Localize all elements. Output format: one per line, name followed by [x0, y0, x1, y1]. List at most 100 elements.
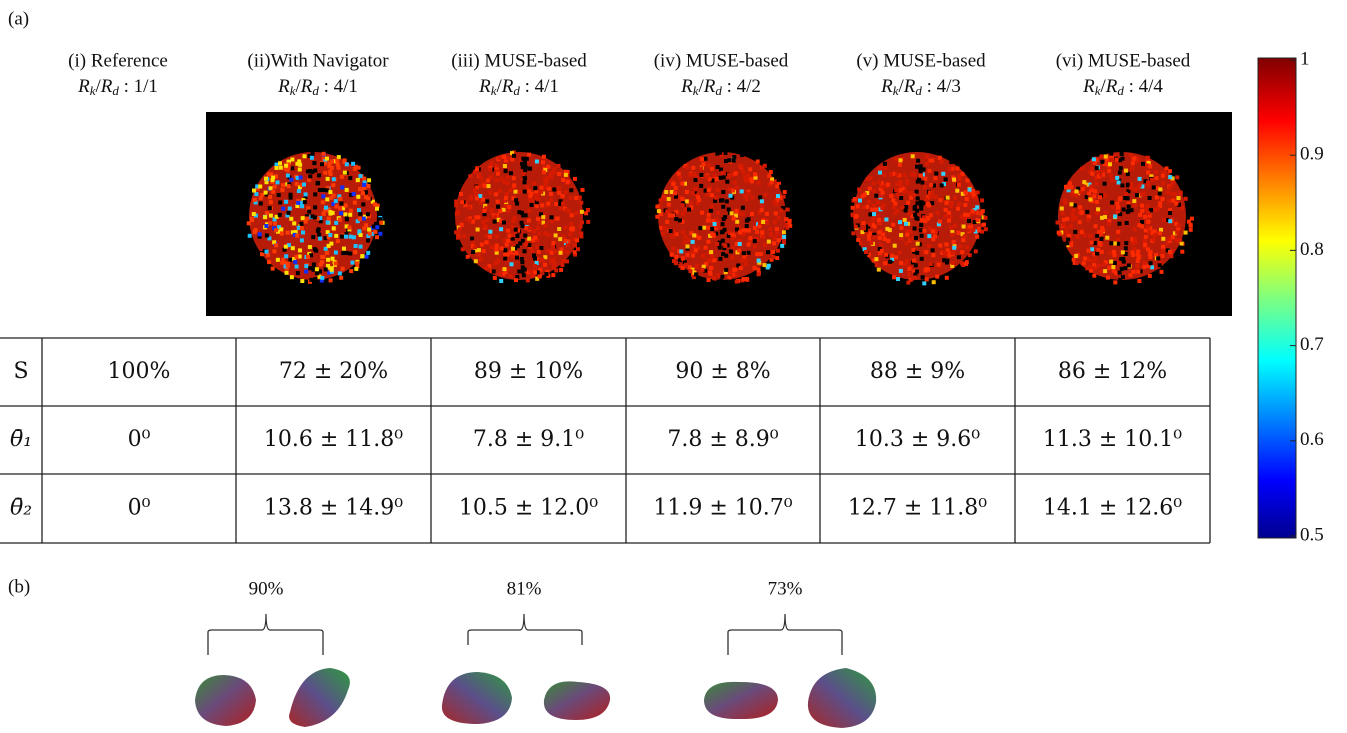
voxel — [905, 179, 909, 183]
voxel — [984, 227, 988, 231]
voxel — [517, 270, 521, 274]
voxel — [1088, 265, 1092, 269]
voxel — [292, 221, 296, 225]
voxel — [575, 238, 579, 242]
voxel — [884, 218, 888, 222]
voxel — [709, 266, 713, 270]
panel-label: (b) — [8, 576, 30, 597]
voxel — [523, 180, 527, 184]
voxel — [874, 194, 878, 198]
voxel — [1107, 169, 1111, 173]
voxel — [349, 209, 353, 213]
voxel — [481, 220, 485, 224]
voxel — [268, 221, 272, 225]
voxel — [353, 167, 357, 171]
voxel — [936, 211, 940, 215]
voxel — [343, 212, 347, 216]
voxel — [930, 190, 934, 194]
voxel — [459, 192, 463, 196]
voxel — [757, 259, 761, 263]
voxel — [1152, 186, 1156, 190]
voxel — [933, 234, 937, 238]
voxel — [1099, 173, 1103, 177]
voxel — [358, 217, 362, 221]
table-cell: 0⁰ — [128, 496, 151, 521]
voxel — [940, 160, 944, 164]
voxel — [313, 192, 317, 196]
voxel — [1168, 211, 1172, 215]
voxel — [538, 275, 542, 279]
voxel — [905, 229, 909, 233]
voxel — [691, 191, 695, 195]
voxel — [505, 192, 509, 196]
voxel — [546, 249, 550, 253]
voxel — [259, 202, 263, 206]
voxel — [713, 222, 717, 226]
voxel — [662, 226, 666, 230]
voxel — [664, 190, 668, 194]
voxel — [878, 230, 882, 234]
voxel — [894, 255, 898, 259]
voxel — [286, 264, 290, 268]
voxel — [1160, 270, 1164, 274]
voxel — [1073, 230, 1077, 234]
voxel — [344, 235, 348, 239]
voxel — [976, 190, 980, 194]
voxel — [968, 188, 972, 192]
voxel — [775, 256, 779, 260]
voxel — [543, 263, 547, 267]
voxel — [743, 228, 747, 232]
voxel — [1126, 172, 1130, 176]
voxel — [687, 208, 691, 212]
voxel — [512, 176, 516, 180]
voxel — [1148, 165, 1152, 169]
voxel — [306, 255, 310, 259]
voxel — [980, 230, 984, 234]
voxel — [379, 221, 383, 225]
voxel — [782, 195, 786, 199]
voxel — [715, 242, 719, 246]
voxel — [786, 208, 790, 212]
voxel — [1107, 222, 1111, 226]
voxel — [337, 155, 341, 159]
voxel — [532, 229, 536, 233]
voxel — [775, 232, 779, 236]
voxel — [735, 273, 739, 277]
voxel — [956, 207, 960, 211]
voxel — [535, 245, 539, 249]
voxel — [574, 196, 578, 200]
voxel — [727, 173, 731, 177]
voxel — [707, 278, 711, 282]
voxel — [895, 209, 899, 213]
voxel — [710, 255, 714, 259]
voxel — [851, 206, 855, 210]
voxel — [552, 168, 556, 172]
voxel — [316, 181, 320, 185]
voxel — [511, 255, 515, 259]
voxel — [719, 199, 723, 203]
voxel — [330, 160, 334, 164]
voxel — [1146, 171, 1150, 175]
voxel — [536, 217, 540, 221]
voxel — [1133, 156, 1137, 160]
voxel — [773, 236, 777, 240]
voxel — [1074, 193, 1078, 197]
table-cell: 89 ± 10% — [474, 359, 583, 384]
voxel — [913, 205, 917, 209]
voxel — [681, 212, 685, 216]
voxel — [336, 239, 340, 243]
voxel — [967, 183, 971, 187]
voxel — [515, 256, 519, 260]
voxel — [554, 233, 558, 237]
voxel — [708, 271, 712, 275]
voxel — [557, 172, 561, 176]
voxel — [776, 249, 780, 253]
voxel — [525, 157, 529, 161]
voxel — [284, 164, 288, 168]
voxel — [295, 265, 299, 269]
voxel — [938, 244, 942, 248]
voxel — [949, 204, 953, 208]
voxel — [312, 263, 316, 267]
voxel — [956, 166, 960, 170]
voxel — [883, 162, 887, 166]
